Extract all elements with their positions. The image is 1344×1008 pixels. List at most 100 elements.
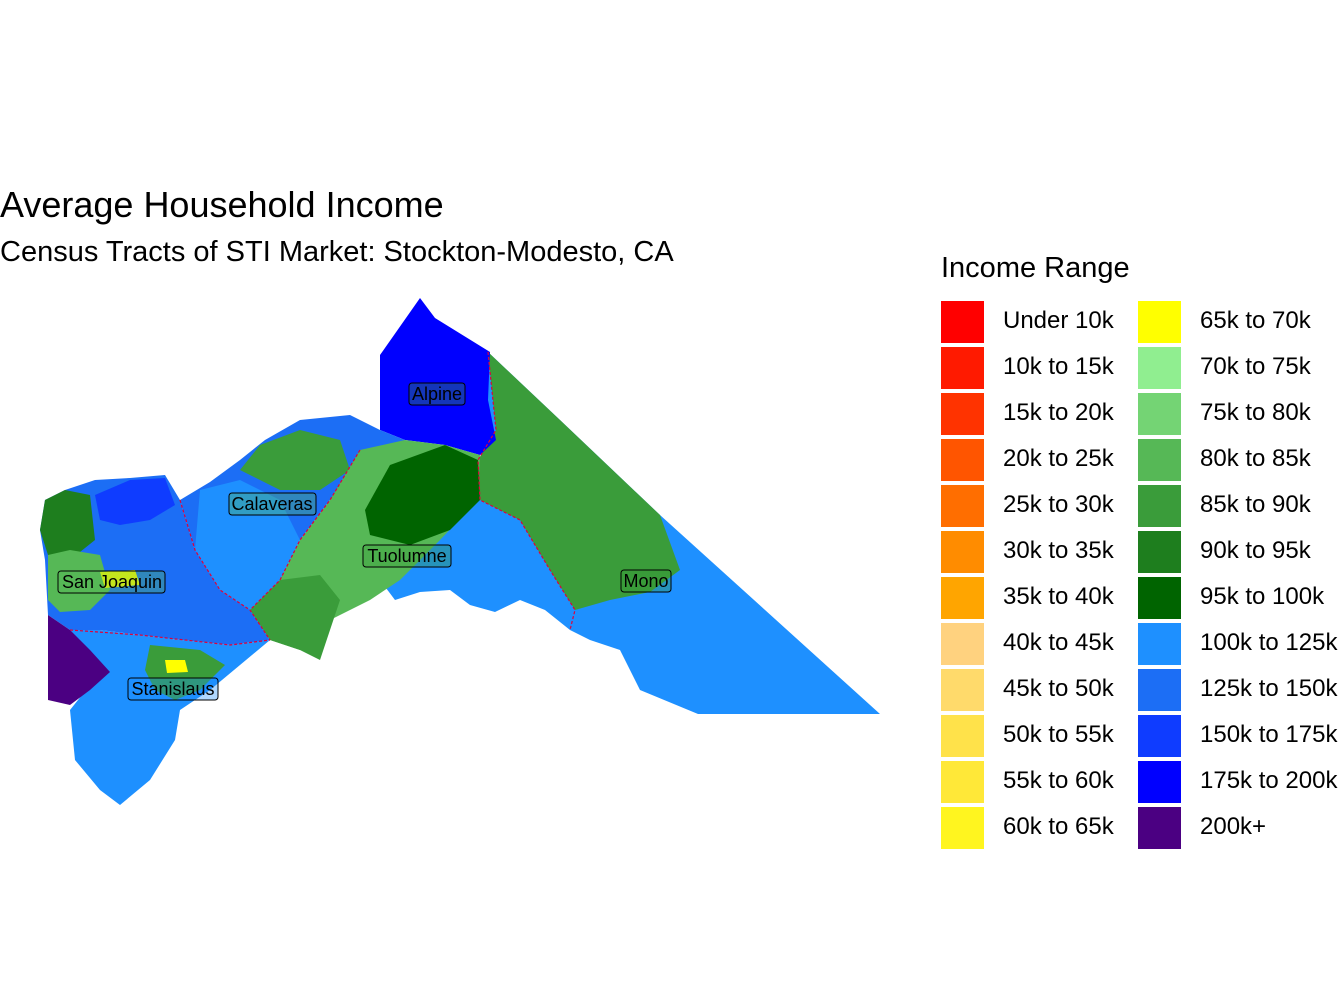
legend-swatch xyxy=(941,301,984,343)
legend-label: 125k to 150k xyxy=(1200,675,1338,702)
legend-label: 65k to 70k xyxy=(1200,307,1311,334)
legend-item: 50k to 55k xyxy=(941,715,1151,761)
region-san-joaquin-green xyxy=(40,490,95,560)
county-label-calaveras: Calaveras xyxy=(228,492,317,516)
legend-label: 80k to 85k xyxy=(1200,445,1311,472)
svg-text:Tuolumne: Tuolumne xyxy=(367,546,446,566)
legend-item: 10k to 15k xyxy=(941,347,1151,393)
region-stanislaus xyxy=(70,630,270,805)
legend-swatch xyxy=(941,761,984,803)
legend-label: 25k to 30k xyxy=(1003,491,1114,518)
legend-swatch xyxy=(1138,669,1181,711)
legend-swatch xyxy=(1138,577,1181,619)
legend-item: 15k to 20k xyxy=(941,393,1151,439)
legend-label: 95k to 100k xyxy=(1200,583,1325,610)
legend-item: 20k to 25k xyxy=(941,439,1151,485)
region-stanislaus-yellow xyxy=(165,660,188,673)
region-san-joaquin-lightgreen xyxy=(48,550,110,612)
legend-label: 15k to 20k xyxy=(1003,399,1114,426)
svg-text:Alpine: Alpine xyxy=(412,384,462,404)
legend-item: Under 10k xyxy=(941,301,1151,347)
svg-text:Stanislaus: Stanislaus xyxy=(131,679,214,699)
legend-swatch xyxy=(1138,347,1181,389)
svg-text:Mono: Mono xyxy=(623,571,668,591)
legend-swatch xyxy=(1138,485,1181,527)
legend-label: 60k to 65k xyxy=(1003,813,1114,840)
legend: Under 10k 10k to 15k 15k to 20k 20k to 25k 2… xyxy=(941,301,1344,851)
legend-item: 90k to 95k xyxy=(1138,531,1344,577)
county-border xyxy=(249,449,361,611)
legend-item: 35k to 40k xyxy=(941,577,1151,623)
legend-label: 10k to 15k xyxy=(1003,353,1114,380)
choropleth-map: Alpine Calaveras Tuolumne San Joaquin Mo… xyxy=(40,298,880,805)
county-label-tuolumne: Tuolumne xyxy=(362,544,452,568)
legend-swatch xyxy=(1138,439,1181,481)
legend-item: 70k to 75k xyxy=(1138,347,1344,393)
county-border xyxy=(179,499,271,641)
legend-label: 40k to 45k xyxy=(1003,629,1114,656)
legend-item: 75k to 80k xyxy=(1138,393,1344,439)
legend-item: 40k to 45k xyxy=(941,623,1151,669)
legend-label: 175k to 200k xyxy=(1200,767,1338,794)
county-label-san-joaquin: San Joaquin xyxy=(57,570,166,594)
legend-swatch xyxy=(941,577,984,619)
region-mono-green xyxy=(478,352,680,610)
legend-label: 55k to 60k xyxy=(1003,767,1114,794)
legend-label: Under 10k xyxy=(1003,307,1114,334)
legend-item: 85k to 90k xyxy=(1138,485,1344,531)
legend-item: 55k to 60k xyxy=(941,761,1151,807)
legend-swatch xyxy=(941,531,984,573)
legend-label: 75k to 80k xyxy=(1200,399,1311,426)
legend-label: 35k to 40k xyxy=(1003,583,1114,610)
legend-item: 80k to 85k xyxy=(1138,439,1344,485)
map-subtitle: Census Tracts of STI Market: Stockton-Mo… xyxy=(0,236,674,268)
legend-label: 150k to 175k xyxy=(1200,721,1338,748)
legend-item: 60k to 65k xyxy=(941,807,1151,853)
legend-swatch xyxy=(941,715,984,757)
legend-swatch xyxy=(1138,761,1181,803)
legend-item: 30k to 35k xyxy=(941,531,1151,577)
map-title: Average Household Income xyxy=(0,184,444,225)
legend-item: 150k to 175k xyxy=(1138,715,1344,761)
legend-item: 100k to 125k xyxy=(1138,623,1344,669)
region-calaveras-green xyxy=(240,430,350,490)
legend-label: 100k to 125k xyxy=(1200,629,1338,656)
legend-swatch xyxy=(941,439,984,481)
region-tuolumne-dark xyxy=(365,445,480,545)
legend-label: 90k to 95k xyxy=(1200,537,1311,564)
legend-label: 20k to 25k xyxy=(1003,445,1114,472)
legend-swatch xyxy=(941,623,984,665)
legend-label: 200k+ xyxy=(1200,813,1267,840)
legend-label: 70k to 75k xyxy=(1200,353,1311,380)
legend-item: 125k to 150k xyxy=(1138,669,1344,715)
region-calaveras-lightblue xyxy=(195,480,300,610)
county-label-mono: Mono xyxy=(620,569,672,593)
region-alpine xyxy=(380,298,496,455)
region-san-joaquin-yellow xyxy=(100,570,140,588)
region-tuolumne-mid xyxy=(250,575,340,660)
legend-item: 95k to 100k xyxy=(1138,577,1344,623)
legend-item: 175k to 200k xyxy=(1138,761,1344,807)
region-stanislaus-purple xyxy=(48,615,110,705)
legend-swatch xyxy=(1138,807,1181,849)
county-label-alpine: Alpine xyxy=(408,382,466,406)
legend-swatch xyxy=(1138,623,1181,665)
svg-text:San Joaquin: San Joaquin xyxy=(62,572,162,592)
svg-text:Calaveras: Calaveras xyxy=(231,494,312,514)
legend-label: 30k to 35k xyxy=(1003,537,1114,564)
legend-swatch xyxy=(941,669,984,711)
legend-item: 45k to 50k xyxy=(941,669,1151,715)
legend-swatch xyxy=(941,393,984,435)
legend-swatch xyxy=(1138,715,1181,757)
region-san-joaquin-blue xyxy=(95,478,175,525)
legend-swatch xyxy=(941,347,984,389)
county-border xyxy=(477,351,576,631)
legend-label: 85k to 90k xyxy=(1200,491,1311,518)
region-stanislaus-green xyxy=(145,645,225,700)
legend-swatch xyxy=(941,485,984,527)
legend-label: 50k to 55k xyxy=(1003,721,1114,748)
legend-title: Income Range xyxy=(941,252,1130,284)
legend-swatch xyxy=(1138,301,1181,343)
county-border xyxy=(69,629,271,646)
legend-item: 200k+ xyxy=(1138,807,1344,853)
